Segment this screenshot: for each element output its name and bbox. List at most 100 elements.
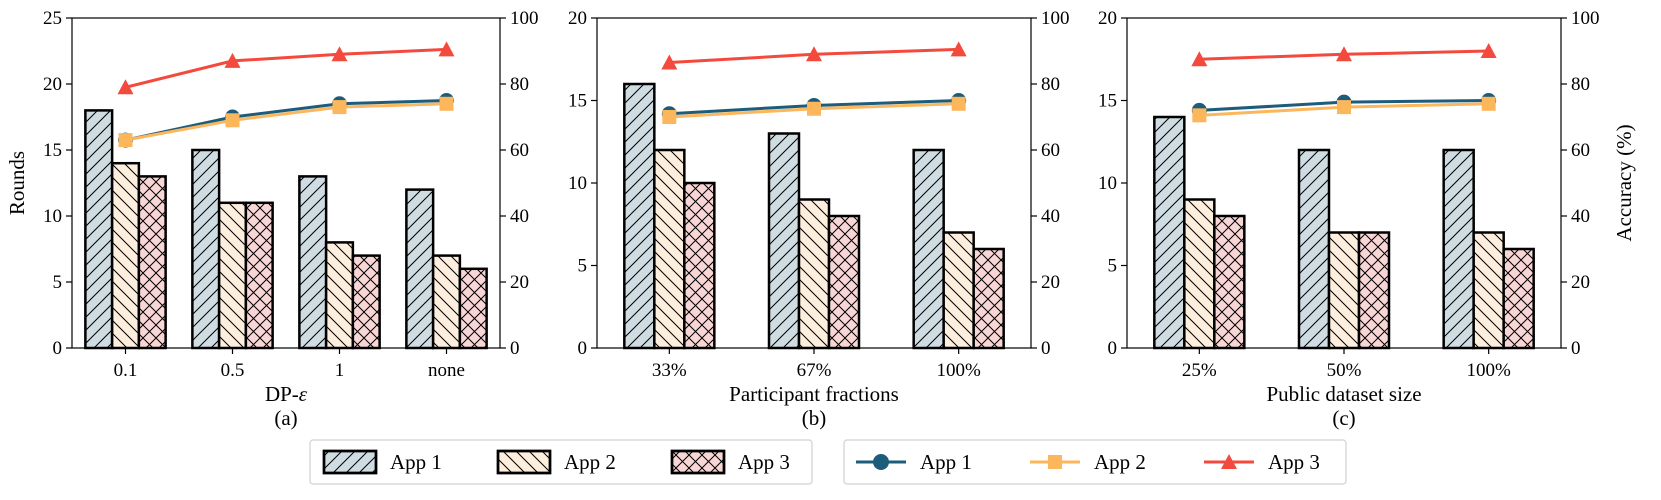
y-left-tick-label: 10 (1098, 173, 1117, 194)
bar-hatch-app2-2 (797, 198, 831, 350)
marker-app3-1 (117, 79, 134, 95)
y-left-tick-label: 0 (53, 338, 63, 359)
marker-app3-2 (806, 46, 822, 62)
chart-panel-2: 0 5 10 15 20 0 20 40 60 80 100 33% 67% 100% Participan… (568, 8, 1070, 430)
y-left-tick-label: 10 (43, 206, 62, 227)
y-left-tick-label: 15 (1098, 91, 1117, 112)
marker-app2-3 (951, 96, 966, 111)
x-axis-label-symbol: ε (299, 382, 308, 406)
y-right-tick-label: 60 (1041, 140, 1060, 161)
y-right-tick-label: 80 (1571, 74, 1590, 95)
bar-hatch-app1-1 (1153, 115, 1186, 350)
legend-lines-frame (843, 439, 1347, 485)
marker-app2-2 (807, 101, 821, 116)
y-right-tick-label: 100 (1571, 8, 1600, 29)
marker-app2-1 (1192, 108, 1207, 123)
y-left-tick-label: 5 (1108, 256, 1118, 277)
bar-hatch-app2-1 (653, 148, 686, 350)
marker-app2-1 (662, 110, 677, 124)
legend-bar-app2-hatch (496, 449, 552, 475)
bar-hatch-app2-2 (1327, 231, 1361, 350)
chart-panel-1: 0 5 10 15 20 25 0 20 40 60 80 100 0.1 0.5 1 none DP-ε(a)… (5, 8, 539, 430)
y-left-tick-label: 20 (1098, 8, 1117, 29)
bar-hatch-app3-2 (244, 201, 274, 350)
bar-hatch-app2-3 (324, 241, 355, 350)
x-axis-label-prefix: DP- (265, 382, 299, 406)
marker-app2-2 (225, 113, 240, 128)
x-tick-label: 50% (1327, 360, 1362, 381)
x-axis-label: Public dataset size (1266, 382, 1421, 406)
marker-app2-3 (1481, 96, 1496, 111)
bar-hatch-app3-4 (458, 267, 488, 350)
y-right-tick-label: 100 (1041, 8, 1070, 29)
y-left-tick-label: 5 (53, 272, 63, 293)
bar-hatch-app1-1 (623, 82, 656, 350)
marker-app2-1 (118, 133, 133, 148)
marker-app3-2 (1336, 46, 1352, 62)
legend-lines: App 1 App 2 App 3 (843, 439, 1347, 485)
y-left-tick-label: 0 (1108, 338, 1118, 359)
marker-app3-4 (438, 41, 455, 57)
y-right-axis-label: Accuracy (%) (1612, 124, 1636, 241)
bar-hatch-app1-2 (1297, 148, 1331, 350)
x-axis-label: Participant fractions (729, 382, 899, 406)
y-right-tick-label: 60 (1571, 140, 1590, 161)
legend-line-app3-marker (1221, 454, 1237, 469)
y-left-tick-label: 15 (568, 91, 587, 112)
x-tick-label: 100% (937, 360, 982, 381)
bar-hatch-app1-3 (1442, 148, 1475, 350)
bar-hatch-app3-2 (1357, 231, 1391, 350)
chart-panel-3: 0 5 10 15 20 0 20 40 60 80 100 25% 50% 100% Public dat… (1098, 8, 1636, 430)
y-right-tick-label: 100 (510, 8, 539, 29)
line-app3 (125, 47, 447, 89)
bar-hatch-app3-3 (972, 247, 1005, 350)
x-tick-label: 1 (335, 360, 345, 381)
bar-hatch-app3-1 (1213, 214, 1246, 350)
legend-line-app3-label: App 3 (1268, 450, 1320, 474)
marker-app3-1 (1191, 51, 1208, 67)
bar-hatch-app1-2 (191, 148, 221, 350)
y-left-tick-label: 25 (43, 8, 62, 29)
bar-hatch-app2-1 (1183, 198, 1216, 350)
legend-bars-frame (309, 439, 813, 485)
marker-app2-3 (332, 100, 347, 115)
x-tick-label: 0.1 (114, 360, 138, 381)
marker-app3-3 (950, 41, 967, 57)
x-tick-label: 67% (797, 360, 832, 381)
bar-hatch-app1-4 (405, 188, 435, 350)
y-right-tick-label: 20 (1041, 272, 1060, 293)
y-left-tick-label: 20 (568, 8, 587, 29)
y-left-tick-label: 10 (568, 173, 587, 194)
legend-bar-app1-label: App 1 (390, 450, 442, 474)
bar-hatch-app3-3 (351, 254, 381, 350)
marker-app2-2 (1337, 100, 1351, 115)
x-tick-label: 100% (1467, 360, 1512, 381)
y-left-tick-label: 15 (43, 140, 62, 161)
y-right-tick-label: 40 (510, 206, 529, 227)
marker-app3-3 (1480, 43, 1497, 58)
bar-hatch-app1-3 (912, 148, 945, 350)
bar-hatch-app1-2 (767, 132, 801, 350)
y-right-tick-label: 0 (510, 338, 520, 359)
panel-label: (b) (802, 406, 827, 430)
panel-label: (c) (1332, 406, 1355, 430)
bar-hatch-app2-2 (217, 201, 248, 350)
x-tick-label: 0.5 (221, 360, 245, 381)
legend-line-app1-label: App 1 (920, 450, 972, 474)
bar-hatch-app2-3 (942, 231, 975, 350)
y-right-tick-label: 40 (1571, 206, 1590, 227)
legend-line-app2-marker (1048, 455, 1062, 469)
bar-hatch-app3-1 (683, 181, 716, 350)
legend-line-app2-label: App 2 (1094, 450, 1146, 474)
bar-hatch-app1-1 (84, 109, 114, 350)
y-right-tick-label: 0 (1041, 338, 1051, 359)
bar-hatch-app3-2 (827, 214, 861, 350)
bar-hatch-app3-3 (1502, 247, 1535, 350)
bar-hatch-app1-3 (298, 175, 328, 350)
y-right-tick-label: 60 (510, 140, 529, 161)
x-tick-label: 33% (652, 360, 687, 381)
bar-hatch-app2-4 (431, 254, 462, 350)
y-right-tick-label: 0 (1571, 338, 1581, 359)
